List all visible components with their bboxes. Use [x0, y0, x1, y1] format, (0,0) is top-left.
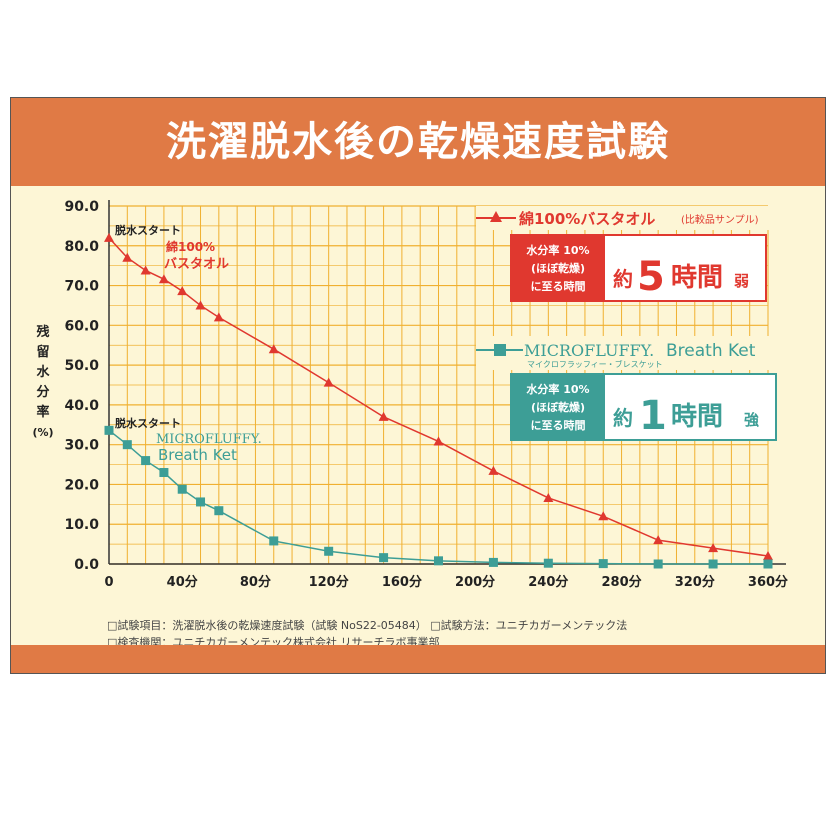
micro-time-box-label-bg	[511, 374, 605, 440]
x-tick-label: 160分	[382, 574, 422, 590]
start-label-cotton: 脱水スタート	[115, 223, 181, 237]
y-tick-label: 70.0	[64, 279, 99, 295]
microfluffy-point	[141, 456, 151, 466]
chart-title: 洗濯脱水後の乾燥速度試験	[166, 119, 670, 165]
y-tick-label: 50.0	[64, 358, 99, 374]
cotton-box-label: (ほぼ乾燥)	[531, 261, 585, 275]
x-tick-label: 40分	[167, 574, 198, 590]
start-label-micro: 脱水スタート	[115, 416, 181, 430]
y-tick-label: 10.0	[64, 517, 99, 533]
cotton-box-unit: 時間	[671, 263, 723, 293]
cotton-towel-point	[378, 411, 389, 421]
y-axis-label-char: (%)	[32, 426, 53, 439]
legend-micro-marker	[494, 344, 506, 356]
test-item-note: □試験項目：洗濯脱水後の乾燥速度試験（試験 NoS22-05484） □試験方法…	[107, 619, 628, 632]
legend-cotton-marker	[490, 211, 502, 222]
y-axis-label-char: 留	[36, 344, 49, 360]
microfluffy-point	[653, 559, 663, 569]
microfluffy-point	[269, 536, 279, 546]
drying-speed-chart: 0.0 10.0 20.0 30.0 40.0 50.0 60.0 70.0 80.0 90.0 0…	[32, 199, 788, 590]
legend-micro-name: MICROFLUFFY.	[524, 341, 654, 360]
cotton-box-suffix: 弱	[734, 272, 749, 290]
microfluffy-point	[324, 546, 334, 556]
x-tick-label: 120分	[309, 574, 349, 590]
cotton-towel-point	[122, 252, 133, 262]
microfluffy-series-label: Breath Ket	[158, 446, 237, 464]
cotton-time-box-label-bg	[511, 235, 605, 301]
y-tick-label: 0.0	[74, 557, 99, 573]
micro-box-suffix: 強	[744, 411, 759, 429]
microfluffy-point	[177, 484, 187, 494]
cotton-towel-point	[488, 465, 499, 475]
microfluffy-point	[543, 558, 553, 568]
cotton-box-number: 5	[637, 254, 665, 300]
legend-cotton-sub: (比較品サンプル)	[681, 213, 759, 226]
microfluffy-point	[122, 440, 132, 450]
cotton-towel-point	[213, 312, 224, 322]
micro-box-label: (ほぼ乾燥)	[531, 400, 585, 414]
cotton-towel-point	[195, 300, 206, 310]
cotton-towel-point	[763, 551, 773, 561]
cotton-towel-point	[708, 543, 719, 553]
microfluffy-point	[488, 557, 498, 567]
y-axis-label-char: 分	[36, 384, 49, 400]
chart-panel: 洗濯脱水後の乾燥速度試験 0.0 10.0 20.0 30.0 40.0 50.0 60.0…	[10, 97, 826, 674]
cotton-box-label: に至る時間	[531, 279, 586, 293]
y-axis-label-char: 残	[36, 324, 49, 340]
legend-micro-name2: Breath Ket	[666, 341, 756, 361]
micro-box-label: 水分率 10%	[526, 382, 589, 396]
microfluffy-point	[598, 559, 608, 569]
footer-band	[11, 645, 825, 673]
x-tick-label: 200分	[455, 574, 495, 590]
cotton-towel-point	[177, 286, 188, 296]
microfluffy-point	[708, 559, 718, 569]
y-tick-label: 30.0	[64, 438, 99, 454]
y-tick-label: 20.0	[64, 477, 99, 493]
legend-micro-bg	[476, 336, 786, 370]
cotton-towel-point	[598, 511, 609, 521]
micro-box-unit: 時間	[671, 402, 723, 432]
microfluffy-point	[196, 497, 206, 507]
y-tick-label: 40.0	[64, 398, 99, 414]
x-tick-label: 0	[104, 575, 113, 590]
x-tick-label: 280分	[601, 574, 641, 590]
cotton-box-yaku: 約	[613, 267, 633, 291]
title-banner: 洗濯脱水後の乾燥速度試験	[11, 98, 825, 186]
microfluffy-series-label: MICROFLUFFY.	[156, 432, 262, 447]
cotton-towel-point	[433, 436, 444, 446]
microfluffy-point	[104, 425, 114, 435]
cotton-series-label: 綿100%	[166, 239, 215, 254]
legend-cotton-name: 綿100%バスタオル	[519, 210, 655, 228]
y-tick-label: 80.0	[64, 239, 99, 255]
microfluffy-point	[379, 553, 389, 563]
y-tick-label: 60.0	[64, 318, 99, 334]
y-axis-label-char: 水	[36, 364, 50, 380]
microfluffy-point	[434, 556, 443, 566]
cotton-towel-point	[653, 535, 664, 545]
micro-box-yaku: 約	[613, 406, 633, 430]
y-axis-label-char: 率	[36, 404, 49, 420]
cotton-towel-point	[323, 377, 334, 387]
cotton-series-label: バスタオル	[164, 257, 229, 272]
x-tick-label: 80分	[240, 574, 271, 590]
cotton-towel-point	[268, 344, 279, 354]
legend-cotton-bg	[476, 206, 772, 230]
micro-box-number: 1	[639, 393, 667, 439]
cotton-towel-point	[543, 492, 554, 502]
microfluffy-point	[159, 468, 169, 478]
legend-micro-kana: マイクロフラッフィー・ブレスケット	[527, 359, 663, 369]
y-tick-label: 90.0	[64, 199, 99, 215]
x-tick-label: 320分	[675, 574, 715, 590]
x-tick-label: 360分	[748, 574, 788, 590]
microfluffy-point	[763, 559, 773, 569]
cotton-towel-point	[104, 232, 114, 242]
cotton-towel-point	[140, 265, 151, 275]
x-tick-label: 240分	[528, 574, 568, 590]
cotton-box-label: 水分率 10%	[526, 243, 589, 257]
micro-box-label: に至る時間	[531, 418, 586, 432]
microfluffy-point	[214, 506, 224, 516]
cotton-towel-point	[158, 274, 169, 284]
